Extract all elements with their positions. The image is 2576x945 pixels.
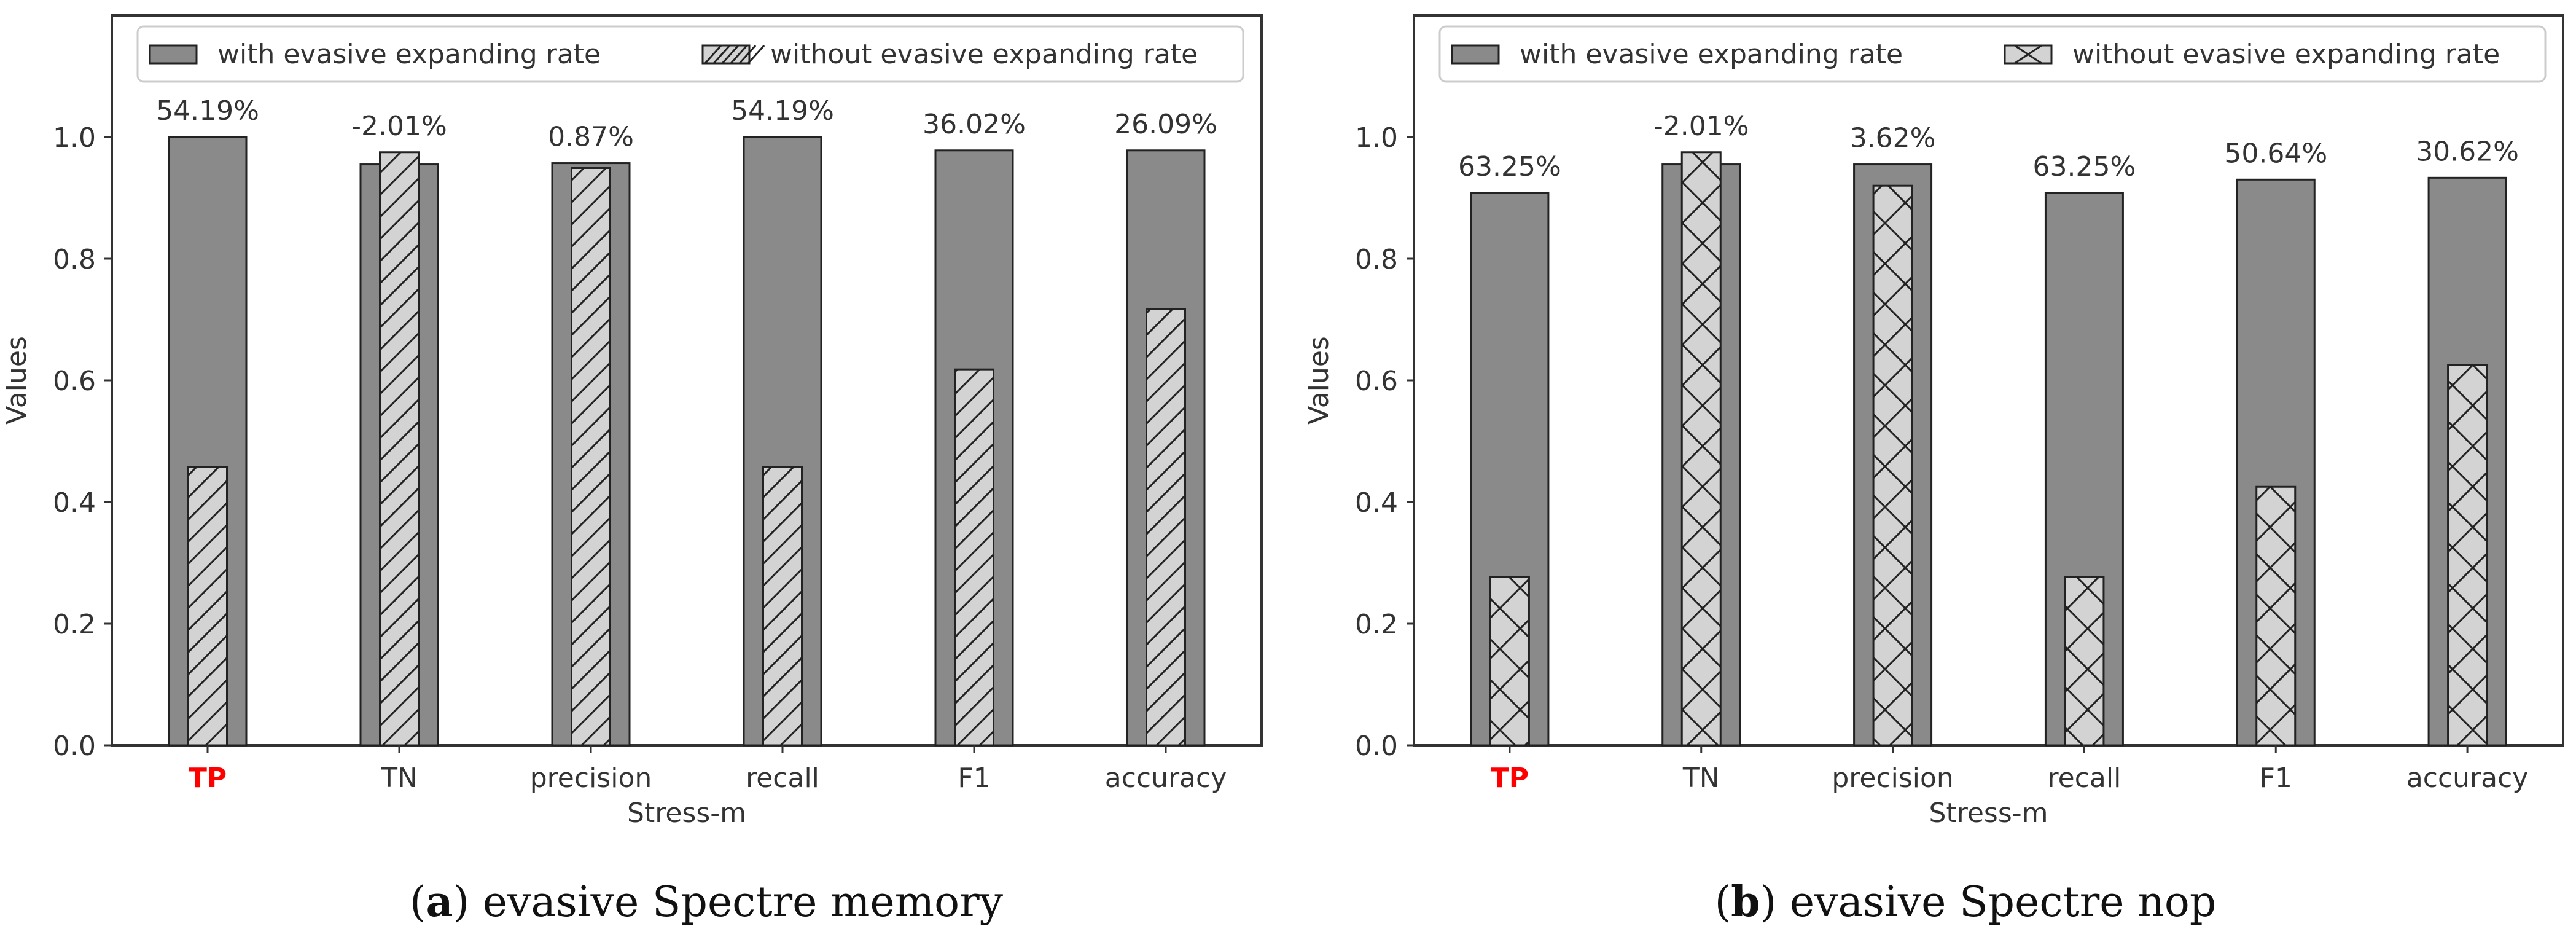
chart-a-bar-without-TN [379,151,420,747]
chart-a-x-tick-label-recall: recall [746,763,819,794]
chart-b-bar-without-TP [1489,576,1530,747]
chart-a-annotation-TP: 54.19% [156,95,259,127]
chart-a-bar-without-TP [187,466,228,747]
chart-a-x-axis-label: Stress-m [627,798,746,829]
chart-b-x-tick-label-recall: recall [2048,763,2121,794]
chart-b-annotation-F1: 50.64% [2224,138,2327,169]
chart-b-x-tick-label-F1: F1 [2260,763,2292,794]
caption-b: (b) evasive Spectre nop [1628,871,2303,933]
chart-a-y-tick-label: 0.4 [53,487,96,519]
chart-b-x-tick-label-TN: TN [1682,763,1720,794]
chart-a-legend-swatch-hatch [704,44,765,65]
caption-b-letter: b [1731,877,1760,927]
chart-b-legend-swatch-with [1451,44,1500,65]
chart-a-x-tick-label-accuracy: accuracy [1105,763,1227,794]
caption-a-open-paren: ( [409,878,426,927]
caption-b-open-paren: ( [1714,878,1731,927]
chart-a-legend-label-with: with evasive expanding rate [217,39,601,70]
chart-a-bar-without-F1 [954,368,994,747]
caption-a-letter: a [426,877,453,927]
chart-a-x-tick-label-F1: F1 [958,763,990,794]
chart-a-x-tick-label-TP: TP [189,763,227,794]
chart-panel-a: 0.0 0.2 0.4 0.6 0.8 1.0 TP 54.19% TN -2.01% precis… [1,14,1263,829]
chart-a-y-axis-label: Values [1,336,33,425]
chart-a-legend-swatch-with [149,44,198,65]
chart-a-y-tick-label: 0.8 [53,244,96,275]
chart-b-annotation-TP: 63.25% [1458,151,1561,182]
chart-a-y-tick-label: 0.6 [53,366,96,397]
chart-a-annotation-precision: 0.87% [548,122,634,153]
chart-a-bar-without-recall [762,466,803,747]
chart-panel-b: 0.0 0.2 0.4 0.6 0.8 1.0 TP 63.25% TN -2.01% precis… [1303,14,2564,829]
chart-b-x-tick-label-precision: precision [1832,763,1954,794]
chart-b-annotation-TN: -2.01% [1653,111,1749,142]
chart-b-annotation-precision: 3.62% [1850,123,1936,154]
chart-a-y-tick-label: 0.0 [53,731,96,762]
chart-b-y-tick-label: 0.0 [1355,731,1398,762]
chart-a-annotation-TN: -2.01% [351,111,447,142]
chart-a-annotation-recall: 54.19% [731,95,834,127]
chart-b-legend-swatch-hatch [2014,44,2042,65]
chart-a-x-tick-label-precision: precision [530,763,652,794]
chart-a-y-tick-label: 0.2 [53,609,96,640]
chart-b-bar-without-TN [1680,151,1722,747]
chart-a-plot-frame [111,14,1263,747]
chart-a-annotation-accuracy: 26.09% [1114,109,1217,140]
chart-b-legend-label-with: with evasive expanding rate [1520,39,1903,70]
chart-a-annotation-F1: 36.02% [923,109,1026,140]
chart-a-x-tick-label-TN: TN [380,763,418,794]
chart-b-y-tick-label: 1.0 [1355,122,1398,154]
chart-b-y-tick-label: 0.2 [1355,609,1398,640]
chart-b-annotation-accuracy: 30.62% [2416,136,2519,167]
chart-a-legend [136,25,1244,83]
caption-a: (a) evasive Spectre memory [369,871,1044,933]
chart-b-bar-without-recall [2064,576,2105,747]
chart-b-bar-without-accuracy [2447,364,2488,747]
chart-b-y-tick-label: 0.6 [1355,366,1398,397]
chart-b-legend-label-without: without evasive expanding rate [2072,39,2500,70]
chart-b-legend [1438,25,2547,83]
chart-b-bar-without-precision [1872,184,1913,747]
chart-a-legend-label-without: without evasive expanding rate [770,39,1198,70]
chart-b-y-axis-label: Values [1303,336,1335,425]
chart-b-plot-frame [1413,14,2564,747]
caption-a-text: ) evasive Spectre memory [453,878,1004,927]
chart-b-y-tick-label: 0.8 [1355,244,1398,275]
caption-b-text: ) evasive Spectre nop [1760,878,2217,927]
chart-a-y-tick-label: 1.0 [53,122,96,154]
chart-b-bar-without-F1 [2255,485,2297,747]
chart-b-x-axis-label: Stress-m [1929,798,2048,829]
chart-b-annotation-recall: 63.25% [2033,151,2136,182]
chart-b-y-tick-label: 0.4 [1355,487,1398,519]
chart-a-bar-without-accuracy [1146,308,1186,747]
chart-b-x-tick-label-accuracy: accuracy [2406,763,2529,794]
chart-b-x-tick-label-TP: TP [1491,763,1529,794]
chart-a-bar-without-precision [571,167,611,747]
